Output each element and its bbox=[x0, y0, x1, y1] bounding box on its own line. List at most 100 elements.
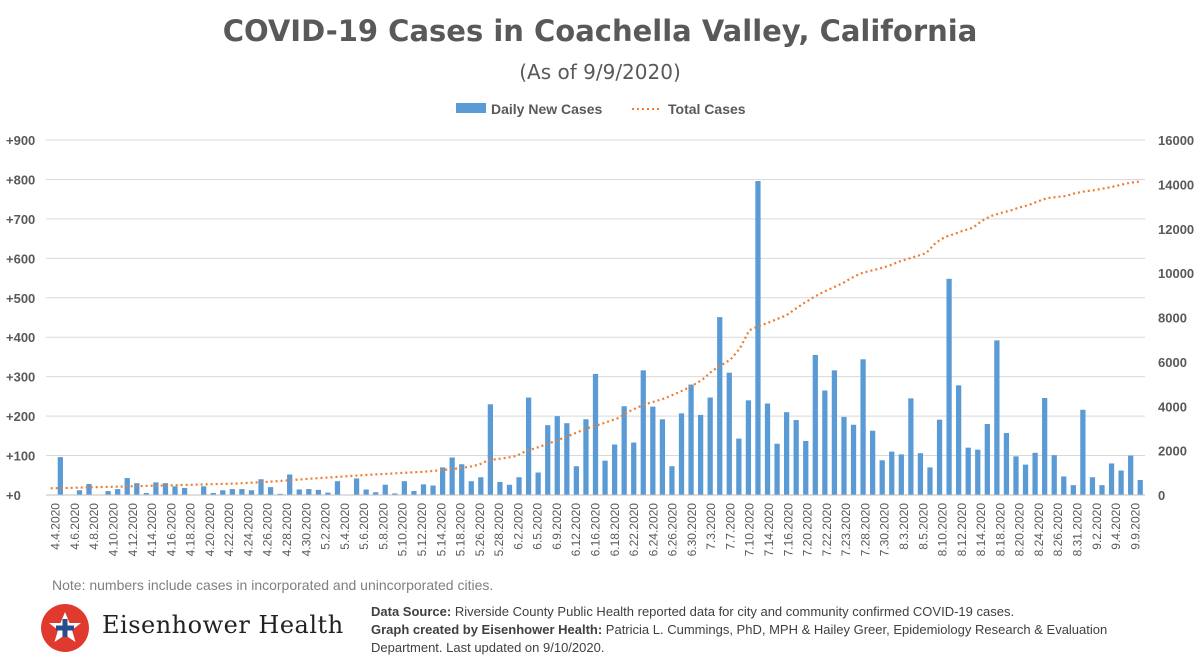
x-tick-label: 4.10.2020 bbox=[106, 503, 120, 557]
bar bbox=[611, 444, 618, 495]
bar bbox=[669, 466, 675, 495]
x-tick-label: 7.30.2020 bbox=[878, 503, 892, 557]
bar bbox=[143, 493, 149, 495]
x-tick-label: 4.22.2020 bbox=[222, 503, 236, 557]
bar bbox=[86, 483, 92, 495]
y-left-tick-label: +900 bbox=[6, 133, 35, 148]
x-tick-label: 5.14.2020 bbox=[434, 503, 448, 557]
x-tick-label: 6.22.2020 bbox=[627, 503, 641, 557]
x-tick-label: 8.14.2020 bbox=[974, 503, 988, 557]
bar bbox=[229, 489, 235, 495]
x-tick-label: 6.16.2020 bbox=[589, 503, 603, 557]
bar bbox=[248, 490, 255, 495]
x-tick-label: 5.12.2020 bbox=[415, 503, 429, 557]
bar bbox=[860, 359, 866, 495]
x-tick-label: 7.16.2020 bbox=[781, 503, 795, 557]
bar bbox=[430, 485, 436, 495]
bar bbox=[889, 451, 895, 495]
bar bbox=[392, 493, 398, 495]
bar bbox=[1128, 455, 1134, 495]
bar bbox=[678, 413, 685, 495]
x-tick-label: 4.4.2020 bbox=[49, 503, 63, 550]
bar bbox=[1118, 470, 1124, 495]
bar bbox=[726, 372, 732, 495]
x-tick-label: 7.14.2020 bbox=[762, 503, 776, 557]
bar bbox=[172, 486, 178, 495]
bar bbox=[134, 483, 140, 495]
bar bbox=[803, 440, 809, 495]
bar bbox=[468, 481, 474, 495]
bar bbox=[506, 484, 513, 495]
y-right-tick-label: 2000 bbox=[1158, 444, 1187, 459]
bar bbox=[1070, 485, 1076, 495]
bar bbox=[1032, 452, 1038, 495]
logo-wordmark: Eisenhower Health bbox=[102, 611, 344, 639]
y-right-tick-label: 6000 bbox=[1158, 355, 1187, 370]
x-tick-label: 4.14.2020 bbox=[145, 503, 159, 557]
bar bbox=[334, 481, 341, 495]
bar bbox=[210, 493, 216, 495]
x-tick-label: 8.12.2020 bbox=[955, 503, 969, 557]
x-tick-label: 8.31.2020 bbox=[1071, 503, 1085, 557]
bar bbox=[181, 487, 188, 495]
bar bbox=[936, 419, 943, 495]
y-right-tick-label: 14000 bbox=[1158, 177, 1194, 192]
x-tick-label: 6.30.2020 bbox=[685, 503, 699, 557]
chart-title: COVID-19 Cases in Coachella Valley, Cali… bbox=[222, 14, 978, 48]
bar bbox=[908, 398, 914, 495]
x-tick-label: 9.9.2020 bbox=[1128, 503, 1142, 550]
bar bbox=[401, 481, 407, 495]
x-tick-label: 9.4.2020 bbox=[1109, 503, 1123, 550]
y-axis-right: 0 2000 4000 6000 8000 10000 12000 14000 16000 bbox=[1158, 133, 1194, 503]
y-right-tick-label: 16000 bbox=[1158, 133, 1194, 148]
x-tick-label: 5.8.2020 bbox=[376, 503, 390, 550]
bar bbox=[449, 457, 455, 495]
bar bbox=[784, 412, 790, 495]
bar bbox=[296, 489, 302, 495]
legend-swatch-daily bbox=[456, 103, 486, 113]
y-left-tick-label: +400 bbox=[6, 330, 35, 345]
x-tick-label: 6.18.2020 bbox=[608, 503, 622, 557]
bar bbox=[487, 404, 494, 495]
x-tick-label: 4.16.2020 bbox=[164, 503, 178, 557]
x-tick-label: 8.3.2020 bbox=[897, 503, 911, 550]
bar bbox=[812, 354, 818, 495]
bar bbox=[975, 449, 981, 495]
bar bbox=[420, 484, 427, 495]
x-tick-label: 4.18.2020 bbox=[184, 503, 198, 557]
x-tick-label: 7.23.2020 bbox=[839, 503, 853, 557]
data-source-line: Data Source: Riverside County Public Hea… bbox=[371, 603, 1161, 621]
chart-subtitle: (As of 9/9/2020) bbox=[519, 60, 681, 84]
bar bbox=[927, 467, 933, 495]
bar bbox=[363, 489, 369, 495]
bar bbox=[717, 317, 723, 495]
bar bbox=[745, 400, 752, 495]
y-left-tick-label: +800 bbox=[6, 172, 35, 187]
y-right-tick-label: 12000 bbox=[1158, 222, 1194, 237]
bar bbox=[353, 478, 360, 495]
y-axis-left: +0 +100 +200 +300 +400 +500 +600 +700 +800 +900 bbox=[6, 133, 35, 503]
bar bbox=[573, 466, 580, 495]
x-tick-label: 8.26.2020 bbox=[1051, 503, 1065, 557]
x-tick-label: 9.2.2020 bbox=[1090, 503, 1104, 550]
bar bbox=[1003, 433, 1010, 495]
logo-star-icon bbox=[49, 612, 81, 642]
bar bbox=[822, 390, 828, 495]
bar bbox=[535, 472, 541, 495]
bar bbox=[525, 397, 532, 495]
x-tick-label: 5.2.2020 bbox=[319, 503, 333, 550]
x-tick-label: 4.20.2020 bbox=[203, 503, 217, 557]
bar bbox=[831, 370, 838, 495]
bar bbox=[707, 397, 713, 495]
bar bbox=[917, 453, 924, 495]
bar bbox=[592, 373, 599, 495]
bar bbox=[516, 477, 522, 495]
legend-label-daily: Daily New Cases bbox=[491, 101, 602, 117]
bar bbox=[325, 492, 331, 495]
x-tick-label: 7.28.2020 bbox=[858, 503, 872, 557]
x-tick-label: 5.4.2020 bbox=[338, 503, 352, 550]
bar bbox=[267, 487, 274, 495]
x-axis: 4.4.2020 4.6.2020 4.8.2020 4.10.2020 4.12.20… bbox=[46, 494, 1145, 557]
x-tick-label: 4.6.2020 bbox=[68, 503, 82, 550]
x-tick-label: 7.7.2020 bbox=[723, 503, 737, 550]
